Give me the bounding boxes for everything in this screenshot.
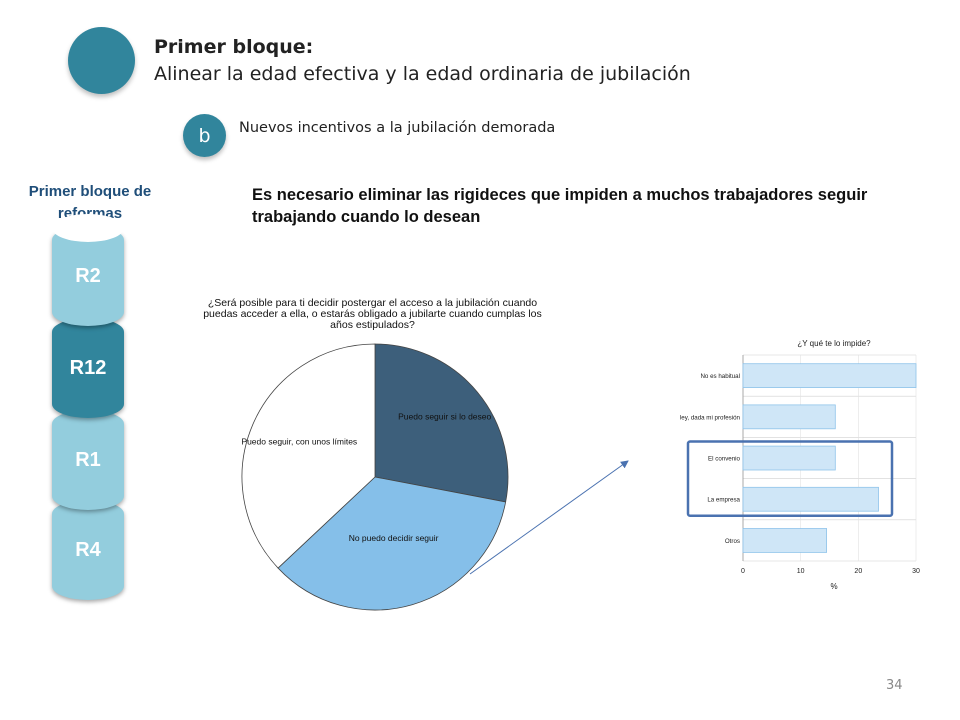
bar-category-label: La empresa	[707, 497, 740, 504]
pie-slice-puedo-seguir-con-unos-limites	[241, 343, 376, 569]
bar-x-tick-label: 0	[741, 568, 745, 575]
bar-x-axis-label: %	[830, 582, 837, 591]
highlight-box	[686, 440, 894, 517]
bar-chart: ¿Y qué te lo impide? No es habitual Por l…	[680, 339, 920, 591]
stack-item-r4: R4	[52, 500, 124, 600]
bar-el-convenio	[742, 445, 836, 471]
stack-item-r12: R12	[52, 318, 124, 418]
stack-item-r1: R1	[52, 410, 124, 510]
bar-x-tick-label: 10	[797, 568, 805, 575]
pie-chart-title: ¿Será posible para ti decidir postergar …	[203, 297, 542, 331]
page-title: Primer bloque:	[154, 36, 314, 58]
bar-category-label: Otros	[725, 538, 740, 545]
stack-top-cap	[52, 214, 124, 242]
bar-la-empresa	[742, 486, 879, 512]
bar-otros	[742, 528, 827, 553]
pie-slice-puedo-seguir-si-lo-deseo	[374, 343, 509, 503]
bar-category-label: No es habitual	[700, 373, 740, 380]
pie-label-no-puedo-decidir-seguir: No puedo decidir seguir	[349, 533, 439, 543]
bar-category-label: Por ley, dada mi profesión	[680, 414, 741, 421]
bar-x-tick-label: 20	[854, 568, 862, 575]
bar-por-ley-dada-mi-profesion	[742, 404, 836, 430]
section-circle-icon	[68, 27, 135, 94]
statement-text: Es necesario eliminar las rigideces que …	[252, 186, 868, 226]
bar-category-label: El convenio	[708, 456, 741, 463]
pie-chart: Puedo seguir si lo deseo No puedo decidir…	[241, 343, 509, 611]
page-number: 34	[886, 678, 903, 693]
stack-item-r2: R2	[52, 226, 124, 326]
bar-no-es-habitual	[742, 363, 917, 389]
subsection-badge: b	[183, 114, 226, 157]
page-subtitle: Alinear la edad efectiva y la edad ordin…	[154, 63, 691, 85]
pie-label-puedo-seguir-con-unos-limites: Puedo seguir, con unos límites	[241, 436, 357, 446]
subsection-title: Nuevos incentivos a la jubilación demora…	[239, 120, 556, 136]
bar-chart-title: ¿Y qué te lo impide?	[797, 339, 871, 348]
bar-x-tick-label: 30	[912, 568, 920, 575]
pie-label-puedo-seguir-si-lo-deseo: Puedo seguir si lo deseo	[398, 411, 491, 421]
